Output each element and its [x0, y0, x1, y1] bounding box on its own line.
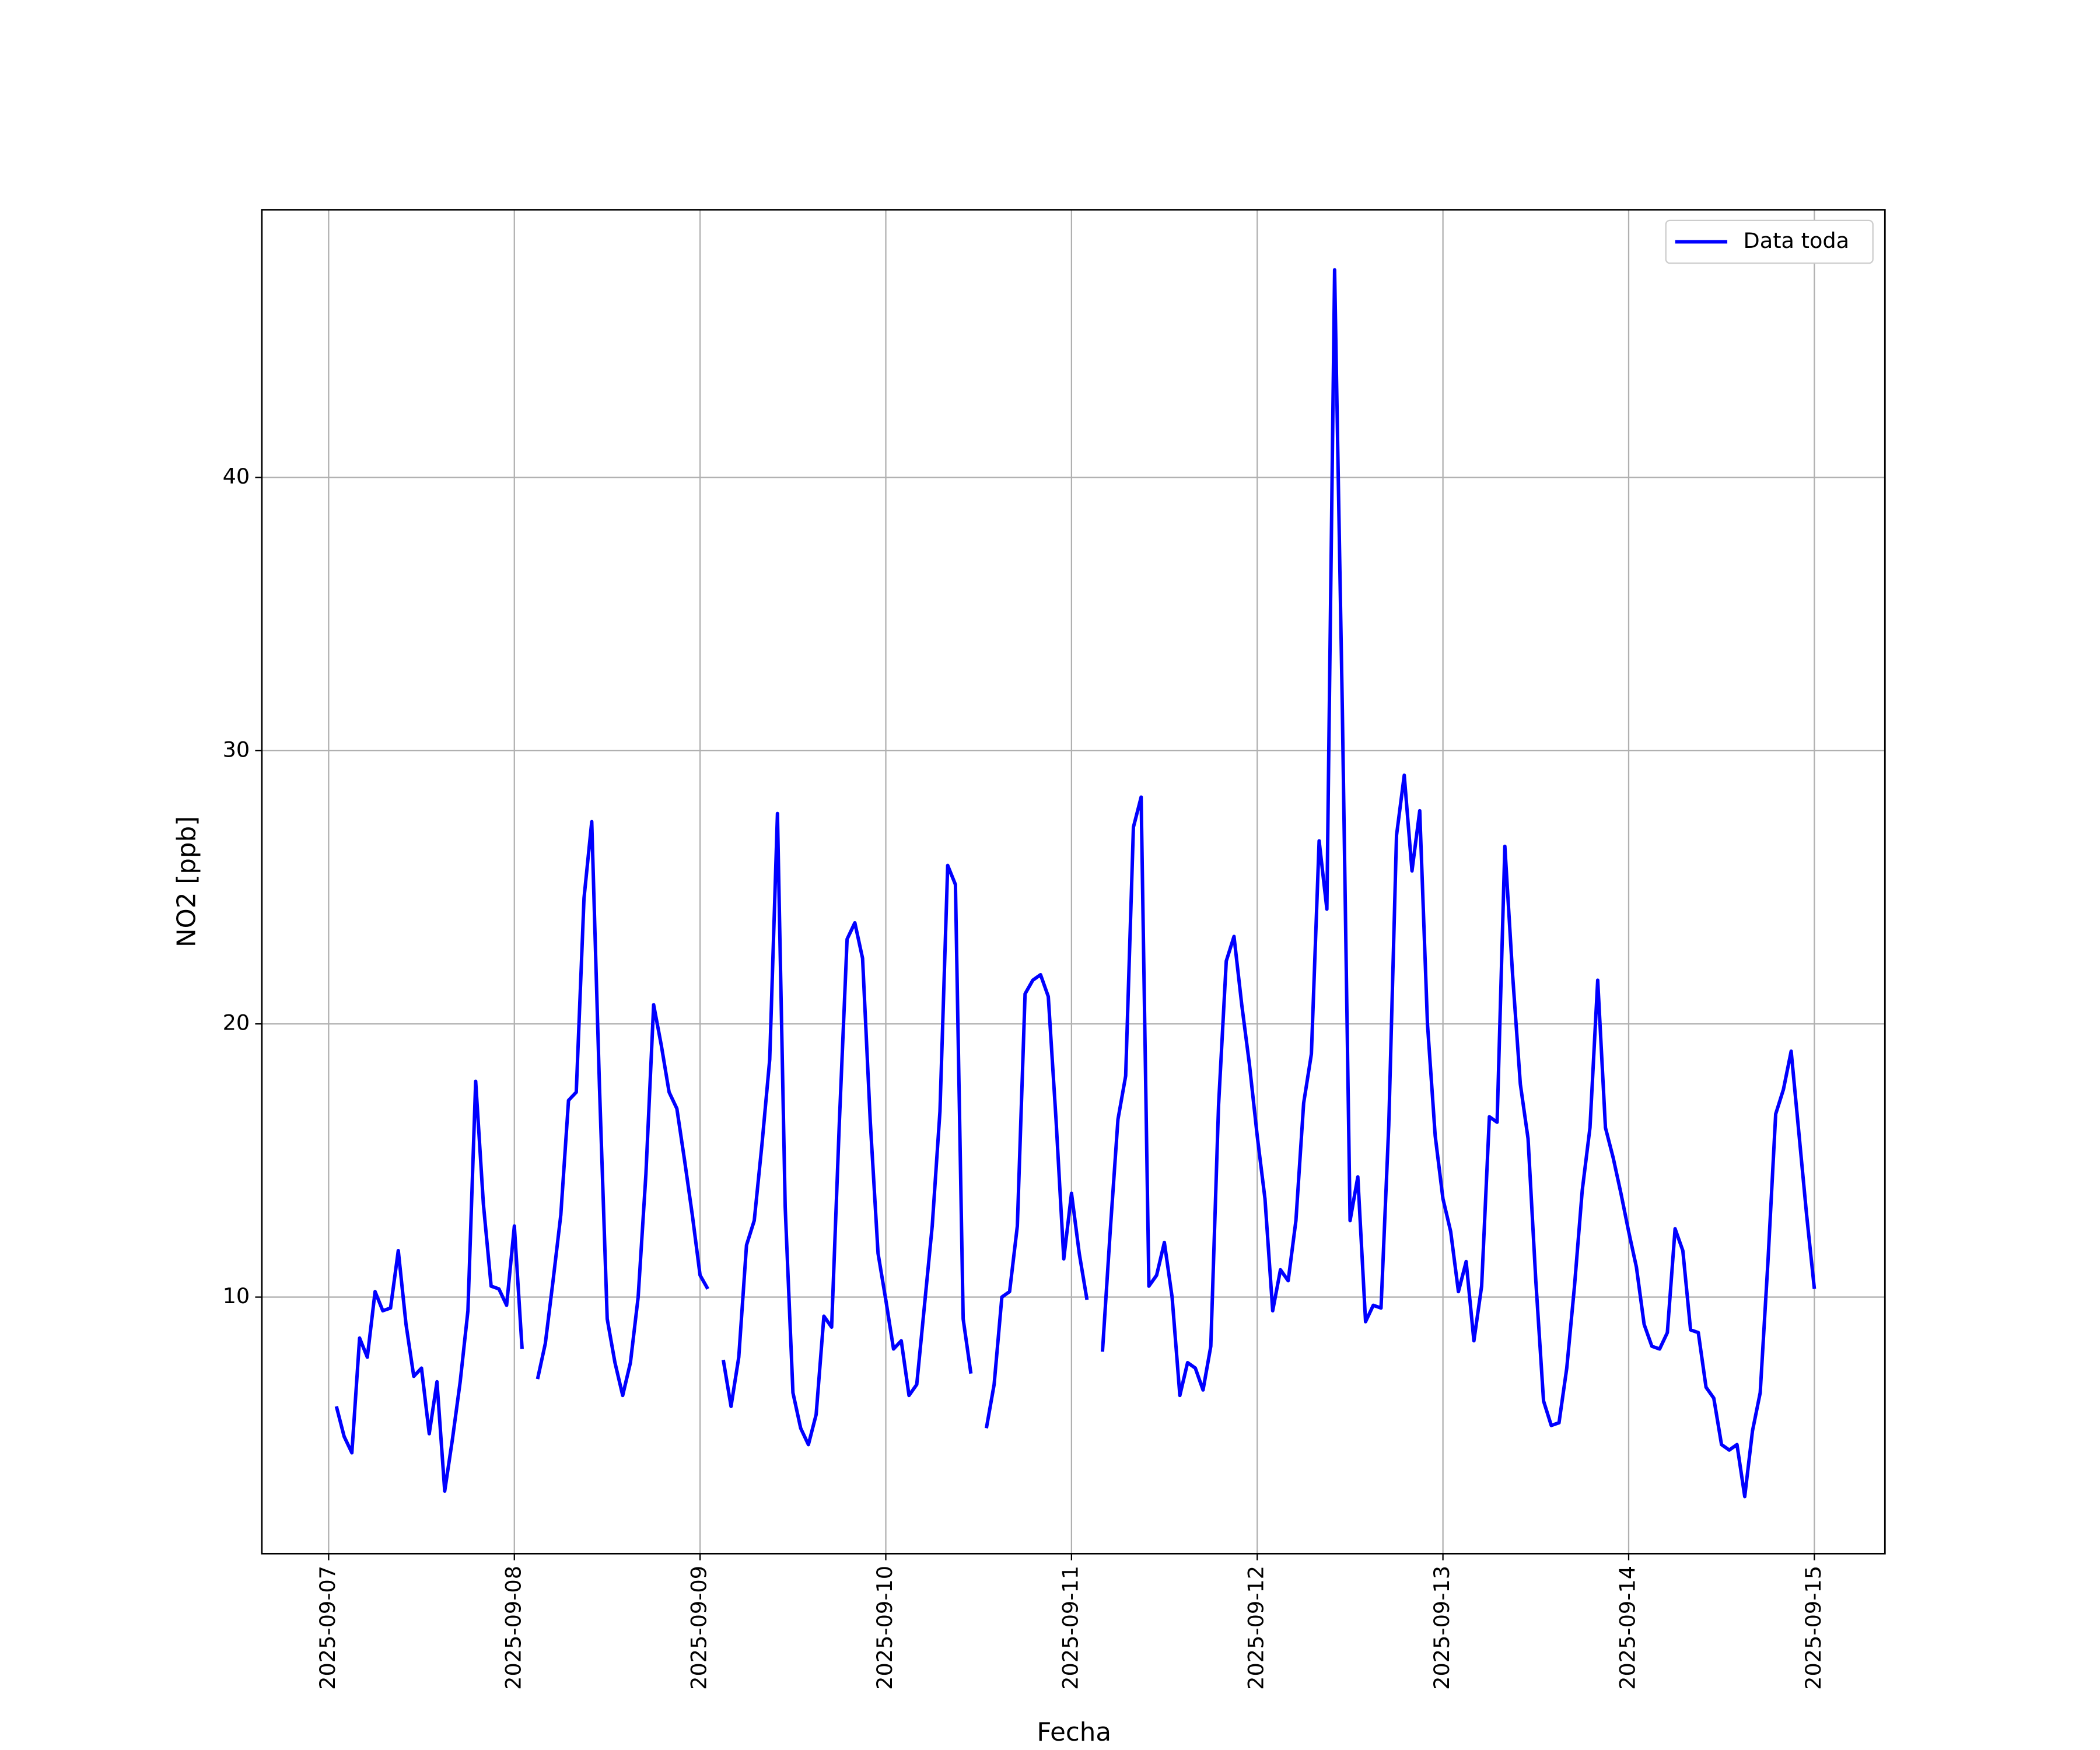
x-axis-label: Fecha	[1037, 1718, 1111, 1747]
x-tick-label: 2025-09-10	[872, 1566, 897, 1690]
x-tick-label: 2025-09-14	[1615, 1566, 1640, 1690]
y-tick-label: 40	[223, 464, 250, 489]
legend-label: Data toda	[1744, 228, 1850, 253]
grid	[261, 209, 1885, 1554]
ticks: 10 20 30 40 2025-09-07 2025-09-08 2025-09-09 20…	[223, 464, 1826, 1690]
y-tick-label: 20	[223, 1010, 250, 1035]
y-tick-label: 30	[223, 737, 250, 762]
data-line	[334, 268, 1817, 1499]
legend-box	[1665, 219, 1874, 264]
x-tick-label: 2025-09-13	[1429, 1566, 1454, 1690]
plot	[334, 268, 1817, 1499]
axes-frame	[261, 209, 1886, 1555]
x-tick-label: 2025-09-11	[1058, 1566, 1083, 1690]
x-tick-label: 2025-09-15	[1801, 1566, 1826, 1690]
x-tick-label: 2025-09-09	[687, 1566, 712, 1690]
y-axis-label: NO2 [ppb]	[172, 816, 201, 947]
x-tick-label: 2025-09-07	[315, 1566, 340, 1690]
y-tick-label: 10	[223, 1283, 250, 1308]
x-tick-label: 2025-09-08	[501, 1566, 526, 1690]
legend: Data toda	[1665, 219, 1874, 264]
x-tick-label: 2025-09-12	[1244, 1566, 1269, 1690]
